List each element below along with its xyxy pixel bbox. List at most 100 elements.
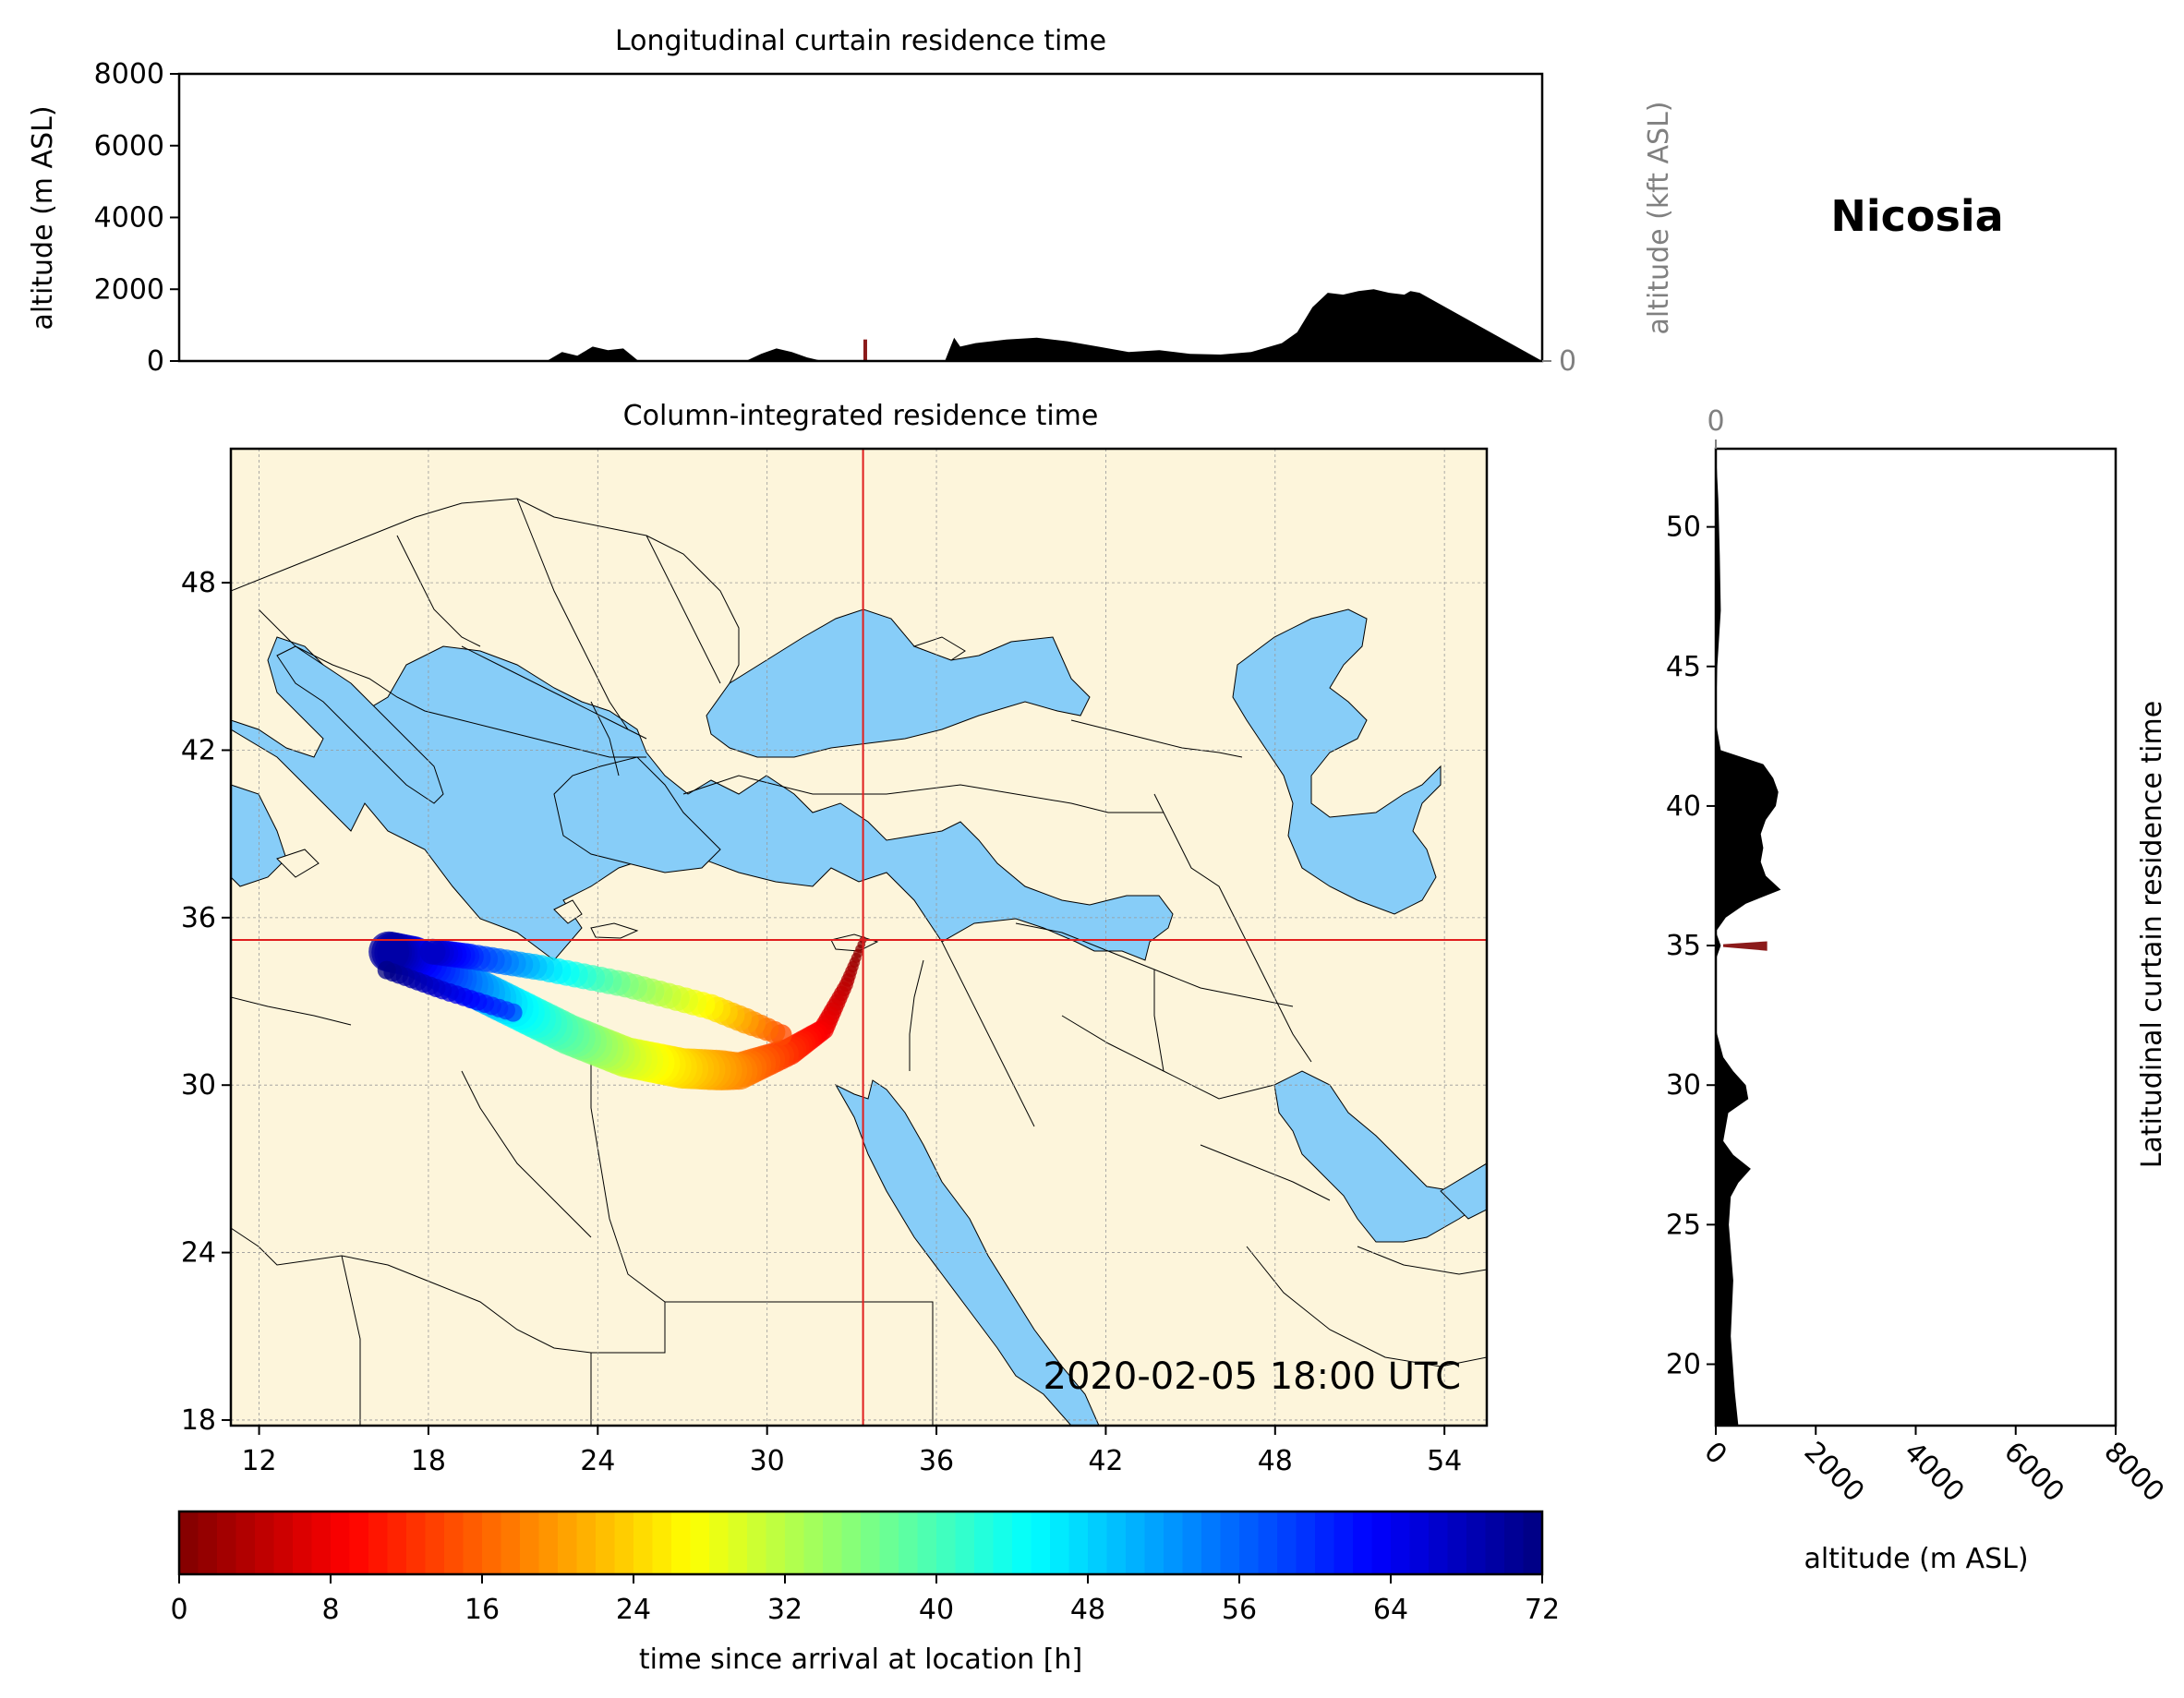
lon-tick-label: 18: [411, 1445, 446, 1477]
colorbar-step: [728, 1511, 748, 1574]
colorbar-label: time since arrival at location [h]: [639, 1644, 1082, 1676]
colorbar-step: [520, 1511, 539, 1574]
colorbar-step: [387, 1511, 407, 1574]
colorbar-step: [766, 1511, 786, 1574]
colorbar-step: [1201, 1511, 1221, 1574]
colorbar-step: [273, 1511, 294, 1574]
map-gridlines: [231, 449, 1487, 1426]
colorbar: 0 8 16 24 32 40 48 56 64 72 time since arrival at…: [170, 1510, 1560, 1676]
lat-tick-label: 30: [181, 1069, 216, 1102]
colorbar-step: [1031, 1511, 1051, 1574]
colorbar-step: [1106, 1511, 1127, 1574]
longitudinal-terrain-area: [179, 289, 1542, 361]
lon-tick-label: 30: [750, 1445, 785, 1477]
colorbar-frame: [177, 1510, 1544, 1576]
colorbar-step: [349, 1511, 369, 1574]
map-longitude-ticks: 12 18 24 30 36 42 48 54: [241, 1426, 1462, 1477]
colorbar-step: [671, 1511, 691, 1574]
timestamp-label: 2020-02-05 18:00 UTC: [1044, 1355, 1461, 1398]
colorbar-step: [501, 1511, 521, 1574]
colorbar-step: [596, 1511, 615, 1574]
colorbar-step: [709, 1511, 729, 1574]
altitude-tick-label: 8000: [2097, 1436, 2170, 1509]
y-tick-label: 4000: [94, 202, 164, 235]
latitudinal-receptor-marker: [1722, 941, 1768, 951]
colorbar-step: [899, 1511, 918, 1574]
column-integrated-title: Column-integrated residence time: [623, 400, 1099, 432]
colorbar-step: [1220, 1511, 1240, 1574]
colorbar-step: [917, 1511, 937, 1574]
colorbar-step: [974, 1511, 994, 1574]
y-tick-label: 0: [147, 345, 164, 378]
colorbar-step: [217, 1511, 236, 1574]
longitudinal-y-ticks: 0 2000 4000 6000 8000: [94, 58, 179, 378]
colorbar-step: [179, 1511, 199, 1574]
colorbar-step: [1088, 1511, 1107, 1574]
colorbar-step: [1523, 1511, 1543, 1574]
colorbar-step: [311, 1511, 332, 1574]
colorbar-step: [463, 1511, 483, 1574]
colorbar-step: [614, 1511, 634, 1574]
colorbar-step: [1353, 1511, 1372, 1574]
colorbar-tick-label: 48: [1070, 1594, 1105, 1626]
lat-tick-label: 30: [1666, 1069, 1701, 1102]
lat-tick-label: 40: [1666, 790, 1701, 823]
altitude-tick-label: 6000: [1997, 1436, 2070, 1509]
colorbar-tick-label: 8: [321, 1594, 339, 1626]
colorbar-step: [235, 1511, 256, 1574]
lat-tick-label: 50: [1666, 512, 1701, 544]
lon-tick-label: 48: [1258, 1445, 1293, 1477]
altitude-tick-label: 2000: [1798, 1436, 1871, 1509]
colorbar-step: [861, 1511, 880, 1574]
colorbar-step: [406, 1511, 426, 1574]
lat-tick-label: 24: [181, 1237, 216, 1270]
altitude-tick-label: 0: [1697, 1436, 1732, 1471]
lat-tick-label: 48: [181, 567, 216, 599]
latitudinal-curtain-frame: [1714, 447, 2118, 1427]
colorbar-step: [1068, 1511, 1089, 1574]
colorbar-step: [1466, 1511, 1486, 1574]
lon-tick-label: 42: [1088, 1445, 1123, 1477]
colorbar-tick-label: 0: [170, 1594, 187, 1626]
country-borders: [231, 498, 1487, 1426]
secondary-x-tick-label: 0: [1707, 405, 1724, 438]
colorbar-step: [747, 1511, 766, 1574]
y-tick-label: 6000: [94, 130, 164, 163]
colorbar-step: [576, 1511, 597, 1574]
altitude-tick-label: 4000: [1898, 1436, 1971, 1509]
lon-tick-label: 36: [919, 1445, 954, 1477]
colorbar-tick-label: 72: [1525, 1594, 1560, 1626]
colorbar-step: [1239, 1511, 1259, 1574]
y-tick-label: 8000: [94, 58, 164, 90]
latitudinal-secondary-x-ticks: 050100: [1707, 405, 1725, 449]
lat-tick-label: 42: [181, 734, 216, 766]
colorbar-step: [1409, 1511, 1430, 1574]
location-title: Nicosia: [1830, 191, 2003, 241]
colorbar-step: [482, 1511, 501, 1574]
colorbar-step: [1429, 1511, 1448, 1574]
longitudinal-y-label: altitude (m ASL): [27, 105, 59, 330]
lon-tick-label: 24: [580, 1445, 615, 1477]
longitudinal-secondary-y-ticks: 050100: [1542, 345, 1576, 378]
map-area: 2020-02-05 18:00 UTC: [231, 449, 1487, 1426]
colorbar-step: [1485, 1511, 1505, 1574]
colorbar-step: [331, 1511, 350, 1574]
colorbar-step: [823, 1511, 842, 1574]
colorbar-step: [1504, 1511, 1524, 1574]
colorbar-step: [1012, 1511, 1032, 1574]
longitudinal-secondary-y-label: altitude (kft ASL): [1643, 101, 1675, 334]
colorbar-step: [198, 1511, 218, 1574]
colorbar-step: [1371, 1511, 1392, 1574]
lat-tick-label: 18: [181, 1404, 216, 1437]
secondary-y-tick-label: 0: [1559, 345, 1576, 378]
colorbar-step: [1296, 1511, 1316, 1574]
colorbar-step: [1333, 1511, 1354, 1574]
colorbar-tick-label: 40: [919, 1594, 954, 1626]
colorbar-step: [1391, 1511, 1410, 1574]
colorbar-step: [785, 1511, 804, 1574]
colorbar-step: [425, 1511, 445, 1574]
colorbar-step: [1315, 1511, 1334, 1574]
longitudinal-curtain-panel: Longitudinal curtain residence time 0 200…: [27, 25, 1675, 378]
plume-mark: [368, 931, 410, 972]
